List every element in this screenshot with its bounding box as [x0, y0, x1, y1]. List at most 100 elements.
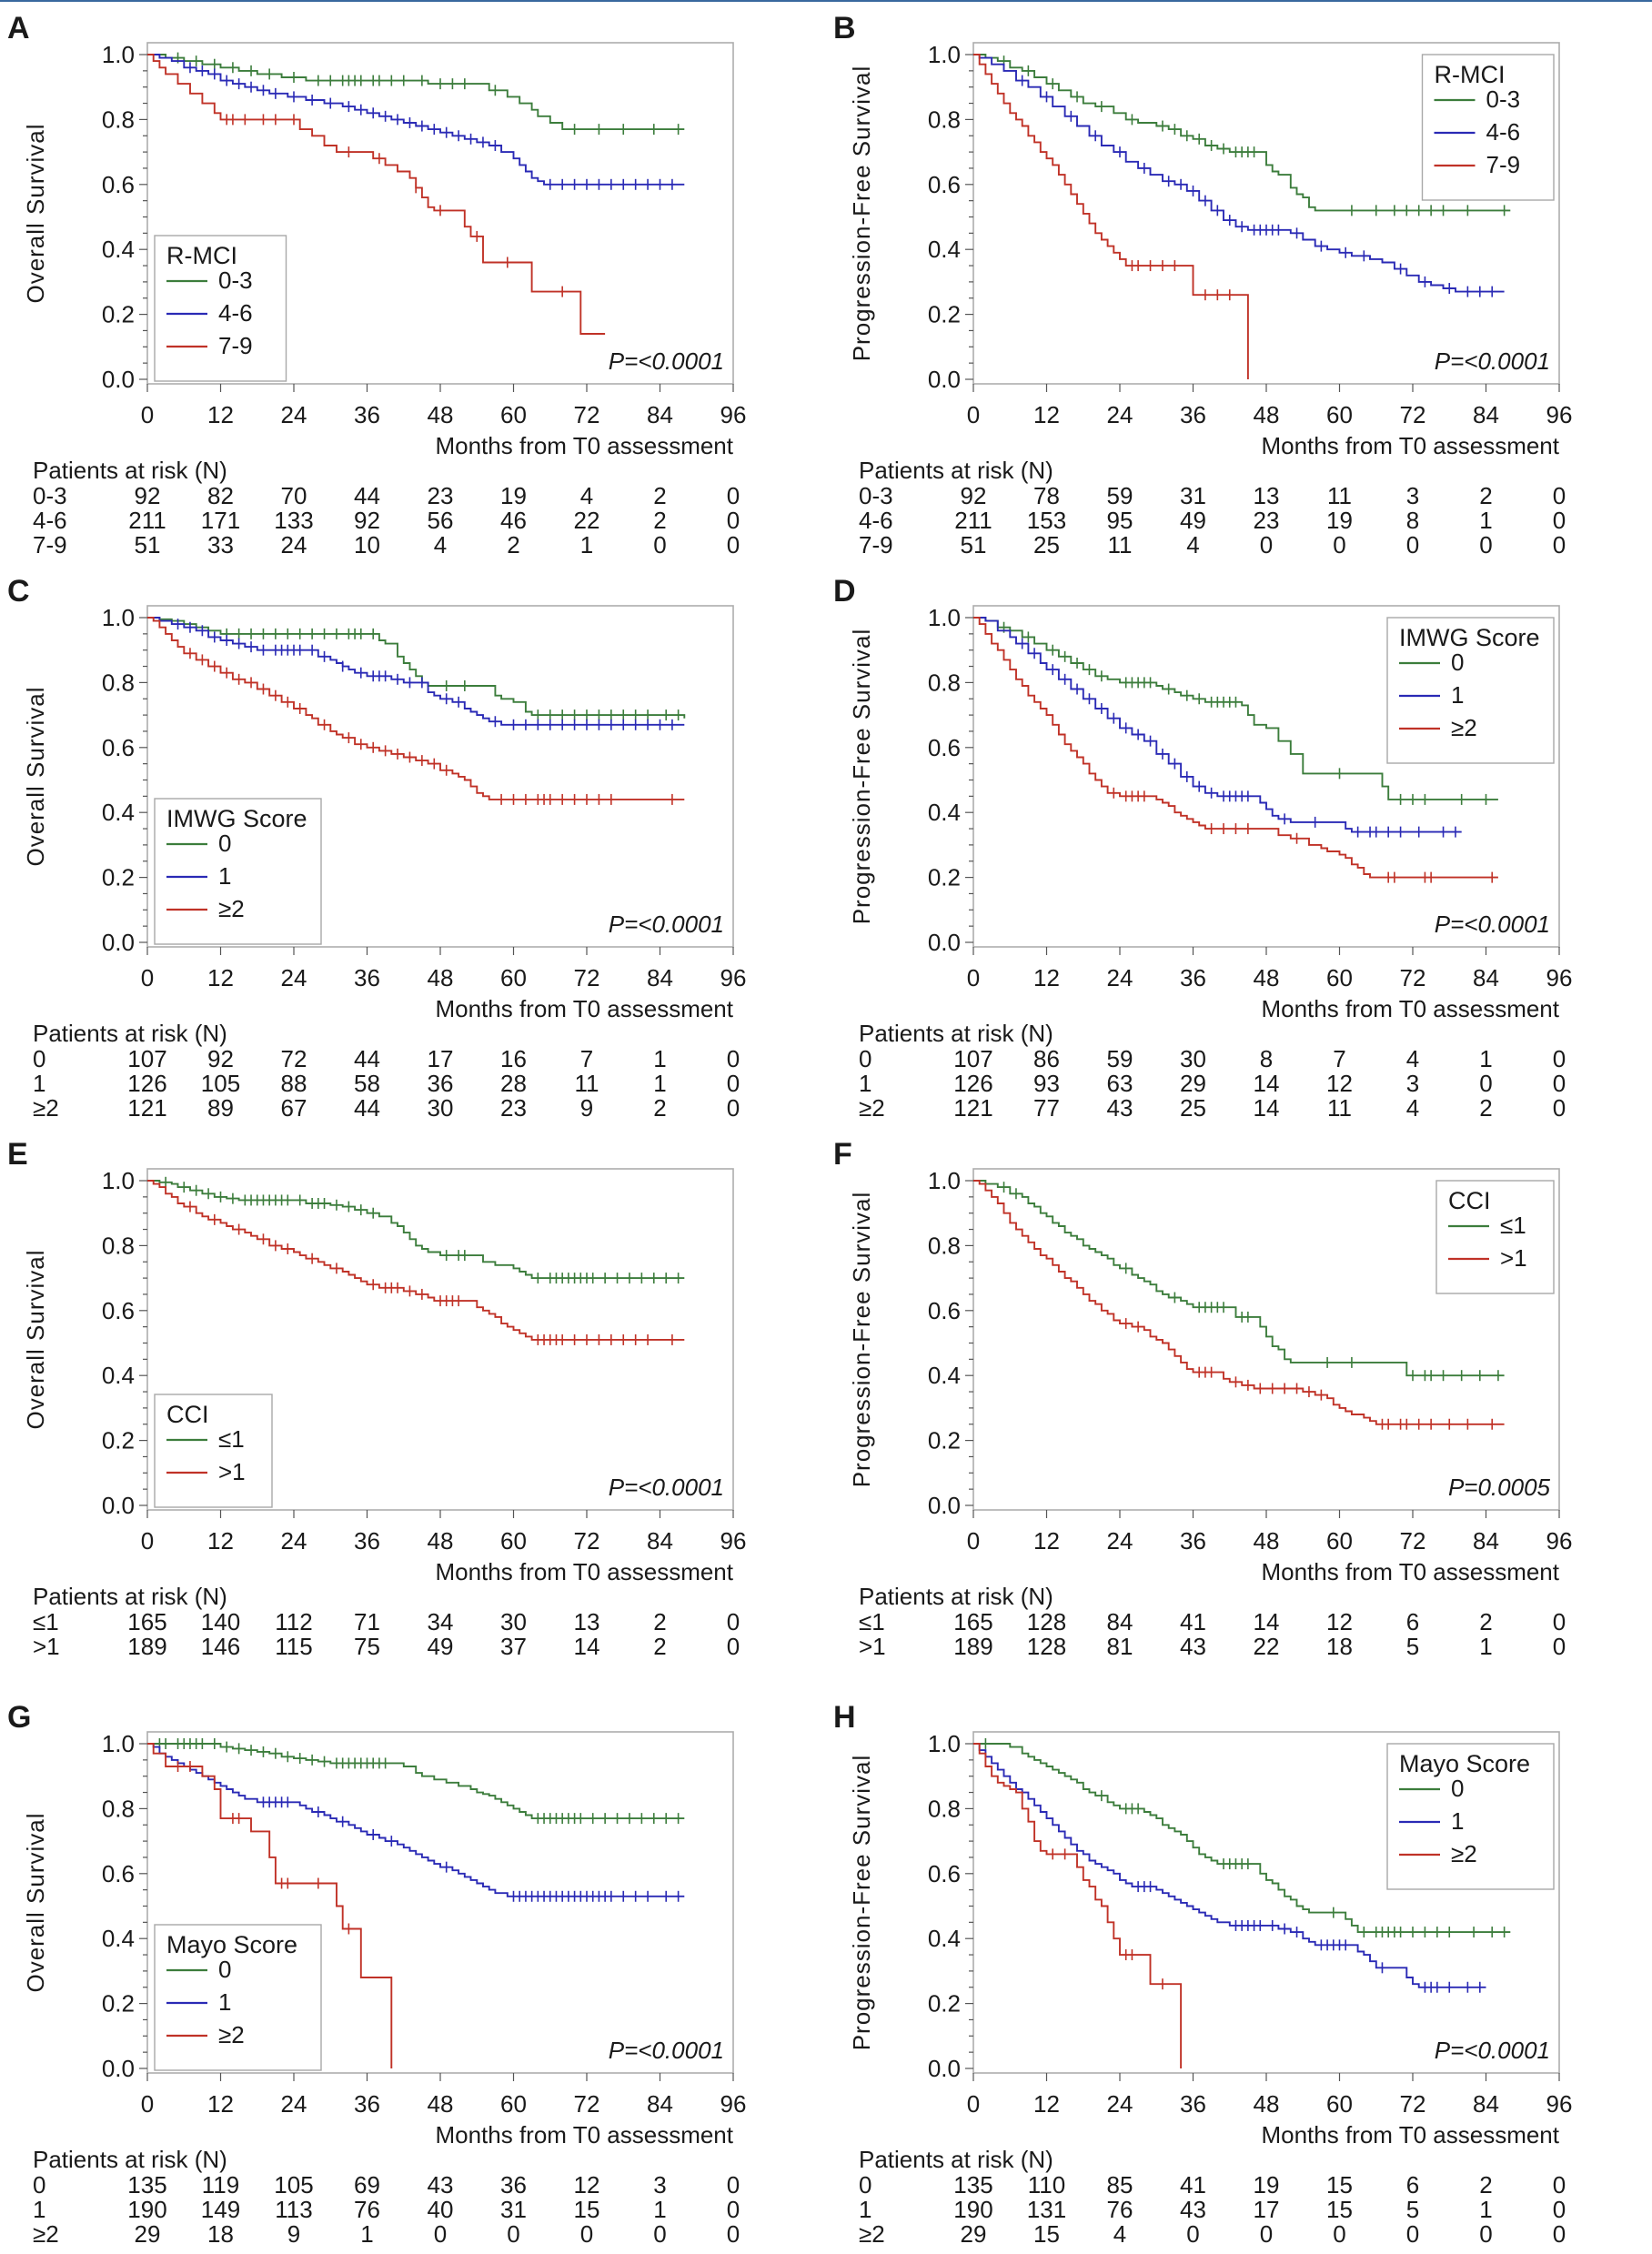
- risk-count: 41: [1180, 2171, 1206, 2199]
- risk-count: 43: [428, 2171, 454, 2199]
- km-plot-e: E 0.0 0.2 0.4 0.6 0.8 1.0 0 12 24 36 48 60 72 84 96 Over…: [7, 1137, 746, 1660]
- legend-box: [1386, 617, 1555, 764]
- risk-count: 59: [1107, 1045, 1133, 1072]
- risk-count: 3: [1406, 1070, 1419, 1097]
- y-tick-label: 0.0: [928, 929, 961, 956]
- risk-count: 63: [1107, 1070, 1133, 1097]
- risk-count: 189: [127, 1633, 166, 1660]
- x-tick-label: 36: [354, 401, 380, 428]
- y-tick-label: 0.2: [102, 864, 135, 891]
- risk-row-label: ≥2: [33, 1094, 59, 1122]
- risk-count: 211: [128, 507, 166, 534]
- risk-count: 4: [1406, 1094, 1419, 1122]
- x-tick-label: 24: [281, 401, 307, 428]
- x-tick-label: 60: [1326, 401, 1353, 428]
- risk-row-label: 7-9: [33, 531, 67, 558]
- panel-a: A 0.0 0.2 0.4 0.6 0.8 1.0 0 12 24 36 48 60 72 84 96 Over…: [0, 2, 826, 565]
- risk-count: 4: [434, 531, 447, 558]
- risk-count: 171: [201, 507, 240, 534]
- risk-count: 72: [281, 1045, 307, 1072]
- panel-e: E 0.0 0.2 0.4 0.6 0.8 1.0 0 12 24 36 48 60 72 84 96 Over…: [0, 1128, 826, 1691]
- risk-count: 0: [727, 2196, 740, 2223]
- legend-entry-label: 1: [1451, 681, 1464, 709]
- risk-count: 11: [1327, 1094, 1352, 1122]
- risk-count: 0: [1553, 1633, 1566, 1660]
- x-tick-label: 36: [1180, 964, 1206, 991]
- x-tick-label: 96: [1546, 2090, 1573, 2118]
- plot-box: [972, 42, 1560, 385]
- y-tick-label: 0.2: [102, 1427, 135, 1454]
- y-axis-title: Progression-Free Survival: [848, 1192, 875, 1488]
- y-tick-label: 1.0: [102, 1167, 135, 1194]
- x-tick-label: 36: [354, 964, 380, 991]
- y-tick-label: 0.6: [928, 1297, 961, 1324]
- risk-count: 0: [1260, 2220, 1273, 2248]
- x-tick-label: 0: [967, 401, 980, 428]
- x-tick-label: 48: [428, 964, 454, 991]
- x-tick-label: 84: [1473, 964, 1499, 991]
- x-axis-title: Months from T0 assessment: [1261, 2121, 1559, 2148]
- km-plot-b: B0.00.20.40.60.81.00 12 24 36 48 60 72 84 96Prog…: [833, 11, 1572, 558]
- x-tick-label: 84: [1473, 2090, 1499, 2118]
- risk-count: 70: [281, 482, 307, 509]
- risk-count: 22: [1254, 1633, 1280, 1660]
- legend-entry-label: 1: [218, 1988, 231, 2016]
- risk-count: 0: [1553, 1094, 1566, 1122]
- legend-entry-label: 7-9: [218, 332, 253, 359]
- p-value: P=<0.0001: [1435, 347, 1550, 375]
- risk-count: 14: [574, 1633, 600, 1660]
- p-value: P=<0.0001: [609, 2037, 724, 2064]
- y-tick-label: 0.0: [102, 2055, 135, 2082]
- legend-entry-label: 4-6: [1486, 118, 1521, 146]
- risk-count: 0: [727, 1608, 740, 1635]
- risk-count: 0: [1186, 2220, 1199, 2248]
- risk-count: 85: [1107, 2171, 1133, 2199]
- risk-count: 2: [1479, 482, 1492, 509]
- x-tick-label: 72: [574, 401, 600, 428]
- risk-table-header: Patients at risk (N): [859, 1020, 1053, 1047]
- legend-entry-label: 0: [218, 1956, 231, 1983]
- x-tick-label: 36: [354, 2090, 380, 2118]
- risk-count: 135: [127, 2171, 166, 2199]
- risk-count: 0: [1553, 1608, 1566, 1635]
- risk-count: 2: [507, 531, 519, 558]
- x-tick-label: 36: [354, 1527, 380, 1555]
- panel-letter: F: [833, 1137, 852, 1172]
- risk-count: 37: [500, 1633, 527, 1660]
- risk-count: 15: [1326, 2196, 1353, 2223]
- legend-box: [1421, 54, 1555, 201]
- x-tick-label: 24: [1107, 401, 1133, 428]
- risk-count: 15: [574, 2196, 600, 2223]
- risk-count: 0: [727, 2220, 740, 2248]
- risk-count: 107: [953, 1045, 992, 1072]
- legend-entry-label: 7-9: [1486, 151, 1521, 178]
- x-axis-title: Months from T0 assessment: [435, 995, 733, 1022]
- risk-count: 1: [1479, 2196, 1492, 2223]
- risk-count: 0: [727, 531, 740, 558]
- legend-title: R-MCI: [166, 242, 237, 269]
- risk-count: 16: [500, 1045, 527, 1072]
- risk-row-label: 7-9: [859, 531, 893, 558]
- risk-count: 84: [1107, 1608, 1133, 1635]
- risk-count: 105: [201, 1070, 240, 1097]
- y-tick-label: 0.4: [928, 799, 961, 826]
- risk-count: 2: [653, 1608, 666, 1635]
- risk-count: 18: [207, 2220, 234, 2248]
- risk-count: 149: [201, 2196, 240, 2223]
- legend-entry-label: ≤1: [1500, 1212, 1526, 1239]
- x-tick-label: 0: [967, 1527, 980, 1555]
- risk-count: 43: [1180, 1633, 1206, 1660]
- y-tick-label: 1.0: [928, 41, 961, 68]
- risk-count: 8: [1260, 1045, 1273, 1072]
- x-tick-label: 12: [1033, 964, 1060, 991]
- p-value: P=<0.0001: [609, 1474, 724, 1501]
- y-tick-label: 0.4: [102, 1362, 135, 1389]
- legend-entry-label: ≤1: [218, 1425, 245, 1453]
- risk-count: 43: [1107, 1094, 1133, 1122]
- risk-count: 0: [580, 2220, 593, 2248]
- risk-count: 36: [428, 1070, 454, 1097]
- km-curve-≥2: [973, 1743, 1183, 2068]
- km-curve-0: [973, 1743, 1511, 1934]
- risk-count: 23: [1254, 507, 1280, 534]
- risk-count: 6: [1406, 1608, 1419, 1635]
